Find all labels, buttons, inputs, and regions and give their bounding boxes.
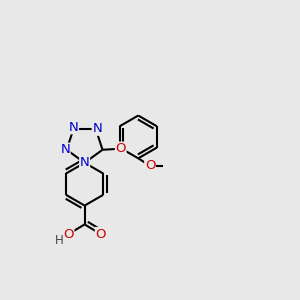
Text: N: N <box>92 122 102 135</box>
Text: N: N <box>60 143 70 156</box>
Text: O: O <box>116 142 126 155</box>
Text: N: N <box>80 156 89 169</box>
Text: O: O <box>145 159 155 172</box>
Text: H: H <box>55 234 63 247</box>
Text: O: O <box>63 227 74 241</box>
Text: O: O <box>95 227 106 241</box>
Text: N: N <box>69 121 78 134</box>
